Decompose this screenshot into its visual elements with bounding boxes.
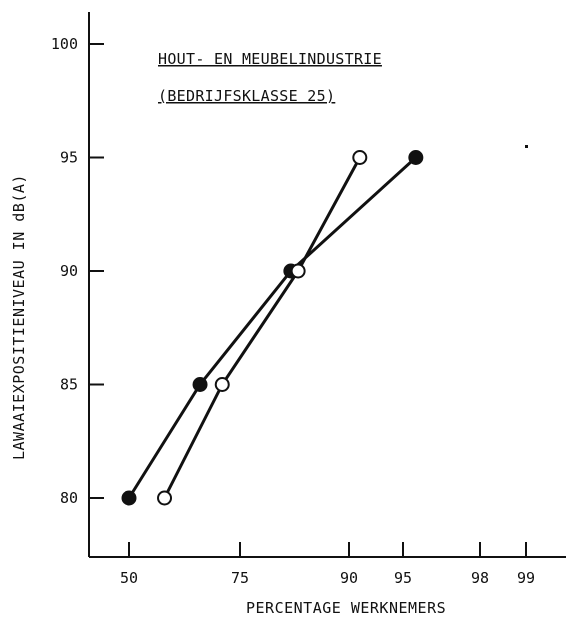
y-tick-label: 85 [60,376,78,394]
open-data-point [352,150,368,165]
y-tick-label: 95 [60,149,78,167]
y-tick-label: 100 [51,35,78,53]
y-axis-label: LAWAAIEXPOSITIENIVEAU IN dB(A) [10,174,28,460]
chart-title-line-2: (BEDRIJFSKLASSE 25) [158,87,335,105]
x-tick-label: 98 [471,569,489,587]
y-tick-label: 80 [60,489,78,507]
open-data-point [157,490,173,506]
series-line-2 [163,156,362,499]
x-tick-label: 50 [120,569,138,587]
y-tick-label: 90 [60,262,78,280]
x-ticks: 50 75 90 95 98 99 [120,542,535,587]
open-data-point [214,377,230,392]
x-tick-label: 99 [517,569,535,587]
filled-data-point [192,377,208,392]
open-data-point [290,263,306,279]
series-layer [121,150,424,506]
x-tick-label: 90 [340,569,358,587]
filled-data-point [121,490,137,506]
chart-title-line-1: HOUT- EN MEUBELINDUSTRIE [158,50,382,68]
filled-data-point [408,150,424,165]
y-ticks: 80 85 90 95 100 [51,35,104,507]
x-tick-label: 95 [394,569,412,587]
x-tick-label: 75 [231,569,249,587]
x-axis-label: PERCENTAGE WERKNEMERS [246,599,446,617]
series-line-1 [127,156,417,499]
stray-mark [525,145,528,148]
